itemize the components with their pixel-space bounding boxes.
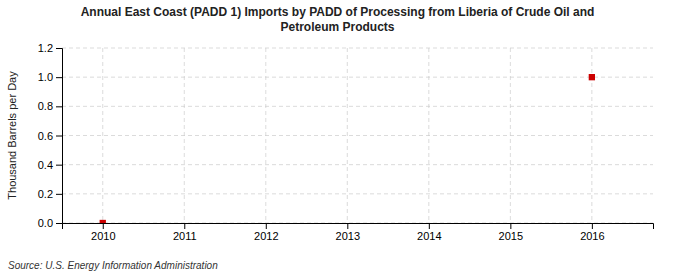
tick-mark — [56, 194, 62, 195]
tick-mark — [266, 223, 267, 229]
grid-line-x — [510, 48, 511, 223]
tick-mark — [56, 77, 62, 78]
tick-label: 1.2 — [38, 42, 53, 54]
tick: 2014 — [417, 223, 441, 242]
point — [100, 220, 106, 223]
tick-label: 2013 — [336, 230, 360, 242]
grid-line-y — [62, 193, 653, 194]
title-line: Petroleum Products — [280, 20, 394, 34]
tick-label: 0.4 — [38, 159, 53, 171]
x-axis: 2010 2011 2012 2013 2014 2015 2016 — [63, 223, 654, 242]
tick-mark — [184, 223, 185, 229]
tick-mark — [510, 223, 511, 229]
tick: 0.2 — [38, 188, 62, 200]
tick-label: 2011 — [173, 230, 197, 242]
grid — [62, 48, 653, 223]
tick-mark — [103, 223, 104, 229]
tick: 2012 — [254, 223, 278, 242]
tick-mark — [592, 223, 593, 229]
point — [589, 74, 595, 80]
points — [100, 74, 595, 223]
axis-line — [56, 49, 63, 224]
tick: 2010 — [91, 223, 115, 242]
y-axis: 0.0 0.2 0.4 0.6 0.8 1.0 1.2 — [38, 42, 63, 229]
tick-label: 2012 — [254, 230, 278, 242]
tick: 1.0 — [38, 71, 62, 83]
tick: 0.8 — [38, 100, 62, 112]
tick: 2015 — [499, 223, 523, 242]
tick-mark — [56, 223, 62, 224]
grid-line-y — [62, 135, 653, 136]
tick-label: 0.0 — [38, 217, 53, 229]
tick: 2016 — [580, 223, 604, 242]
tick-mark — [56, 106, 62, 107]
tick: 2011 — [173, 223, 197, 242]
annotation: Source: U.S. Energy Information Administ… — [8, 260, 218, 271]
tick-label: 0.8 — [38, 100, 53, 112]
tick: 1.2 — [38, 42, 62, 54]
tick: 0.4 — [38, 159, 62, 171]
tick-label: 2014 — [417, 230, 441, 242]
y-axis-label: Thousand Barrels per Day — [6, 71, 18, 200]
chart: Annual East Coast (PADD 1) Imports by PA… — [0, 0, 675, 275]
grid-line-x — [184, 48, 185, 223]
tick-mark — [347, 223, 348, 229]
tick-mark — [56, 48, 62, 49]
grid-line-x — [428, 48, 429, 223]
grid-line-x — [102, 48, 103, 223]
tick: 0.0 — [38, 217, 62, 229]
grid-line-y — [62, 77, 653, 78]
title: Annual East Coast (PADD 1) Imports by PA… — [81, 5, 595, 34]
tick-mark — [56, 165, 62, 166]
tick-mark — [56, 136, 62, 137]
grid-line-y — [62, 48, 653, 49]
axis-line — [63, 224, 654, 230]
tick-label: 1.0 — [38, 71, 53, 83]
grid-line-x — [265, 48, 266, 223]
tick-label: 2015 — [499, 230, 523, 242]
plot-area: 2010 2011 2012 2013 2014 2015 2016 0.0 0.2 0.4 0.6… — [38, 42, 654, 242]
tick: 0.6 — [38, 130, 62, 142]
tick-label: 0.6 — [38, 130, 53, 142]
tick: 2013 — [336, 223, 360, 242]
tick-label: 0.2 — [38, 188, 53, 200]
title-line: Annual East Coast (PADD 1) Imports by PA… — [81, 5, 595, 19]
tick-label: 2010 — [91, 230, 115, 242]
grid-line-y — [62, 164, 653, 165]
tick-mark — [429, 223, 430, 229]
grid-line-x — [347, 48, 348, 223]
grid-line-y — [62, 106, 653, 107]
tick-label: 2016 — [580, 230, 604, 242]
